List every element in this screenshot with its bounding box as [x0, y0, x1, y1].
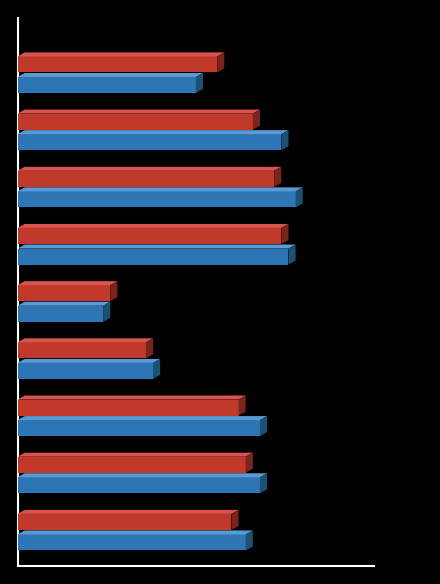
Bar — [18, 457, 246, 472]
Bar — [18, 477, 260, 493]
Bar — [18, 228, 281, 244]
Bar — [18, 249, 289, 265]
Bar — [18, 363, 153, 379]
Polygon shape — [260, 416, 267, 436]
Bar — [18, 113, 253, 130]
Polygon shape — [289, 245, 296, 265]
Polygon shape — [196, 73, 203, 93]
Polygon shape — [238, 395, 246, 416]
Polygon shape — [18, 110, 260, 113]
Bar — [18, 285, 110, 301]
Polygon shape — [246, 530, 253, 551]
Polygon shape — [153, 359, 160, 379]
Polygon shape — [217, 53, 224, 72]
Polygon shape — [274, 167, 281, 187]
Polygon shape — [18, 338, 153, 342]
Bar — [18, 514, 231, 530]
Polygon shape — [146, 338, 153, 359]
Bar — [18, 399, 238, 416]
Polygon shape — [18, 281, 117, 285]
Polygon shape — [18, 302, 110, 305]
Bar — [18, 77, 196, 93]
Polygon shape — [18, 395, 246, 399]
Polygon shape — [18, 53, 224, 57]
Polygon shape — [253, 110, 260, 130]
Polygon shape — [103, 302, 110, 322]
Bar — [18, 192, 296, 207]
Polygon shape — [281, 130, 289, 150]
Bar — [18, 306, 103, 322]
Polygon shape — [296, 187, 303, 207]
Polygon shape — [246, 453, 253, 472]
Polygon shape — [18, 359, 160, 363]
Polygon shape — [231, 510, 238, 530]
Polygon shape — [18, 473, 267, 477]
Bar — [18, 134, 281, 150]
Polygon shape — [18, 416, 267, 420]
Bar — [18, 57, 217, 72]
Bar — [18, 534, 246, 551]
Polygon shape — [18, 73, 203, 77]
Polygon shape — [18, 224, 289, 228]
Polygon shape — [110, 281, 117, 301]
Bar — [18, 420, 260, 436]
Polygon shape — [18, 530, 253, 534]
Polygon shape — [18, 167, 281, 171]
Polygon shape — [18, 245, 296, 249]
Polygon shape — [260, 473, 267, 493]
Polygon shape — [18, 187, 303, 192]
Polygon shape — [281, 224, 289, 244]
Polygon shape — [18, 130, 289, 134]
Bar — [18, 171, 274, 187]
Polygon shape — [18, 510, 238, 514]
Bar — [18, 342, 146, 359]
Polygon shape — [18, 453, 253, 457]
